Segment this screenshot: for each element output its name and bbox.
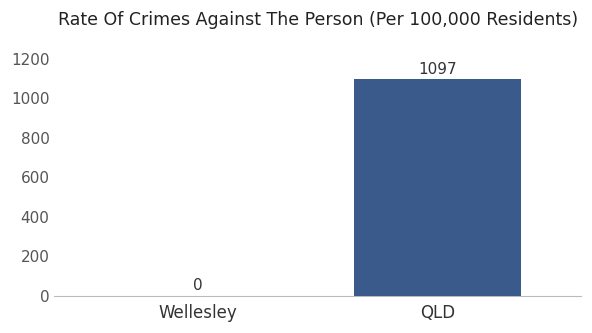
- Text: 1097: 1097: [418, 62, 456, 77]
- Bar: [353, 79, 521, 296]
- Title: Rate Of Crimes Against The Person (Per 100,000 Residents): Rate Of Crimes Against The Person (Per 1…: [57, 11, 578, 29]
- Text: 0: 0: [193, 278, 203, 293]
